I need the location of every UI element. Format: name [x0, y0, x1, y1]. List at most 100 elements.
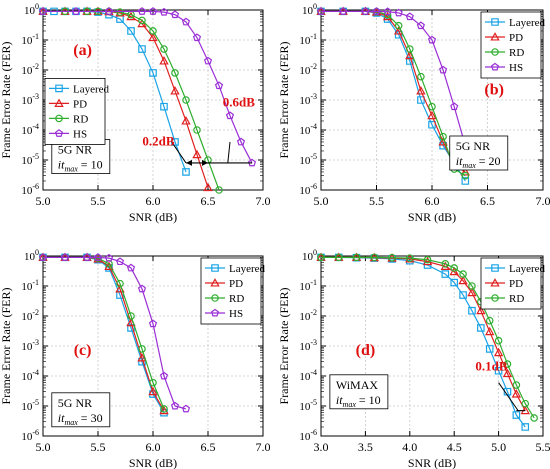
y-axis-label: Frame Error Rate (FER) — [0, 288, 13, 405]
y-tick-label: 10-2 — [21, 308, 39, 323]
data-point-rd — [494, 336, 503, 345]
data-point-hs — [159, 371, 169, 380]
data-point-pd — [467, 287, 477, 297]
legend: Layered PD RD HS — [480, 11, 546, 79]
x-tick-label: 6.5 — [201, 440, 216, 454]
x-tick-label: 5.5 — [91, 194, 106, 208]
data-point-rd — [441, 260, 450, 268]
data-point-hs — [339, 7, 348, 15]
legend-label-hs: HS — [229, 308, 243, 320]
chart-panel-2: 5.0 5.5 6.0 6.5 7.0 10-6 10-5 10-4 10-3 10-2 10-1 1… — [277, 2, 550, 224]
data-point-hs — [236, 137, 246, 146]
legend: Layered PD RD — [480, 257, 546, 310]
data-point-rd — [461, 171, 470, 180]
info-box — [329, 374, 389, 410]
data-point-rd — [215, 186, 223, 194]
data-point-layered — [441, 270, 450, 278]
data-point-pd — [511, 389, 522, 398]
y-tick-label: 10-3 — [21, 92, 39, 107]
data-point-layered — [521, 423, 530, 431]
legend-marker-rd — [491, 294, 499, 302]
x-axis-label: SNR (dB) — [129, 456, 177, 469]
data-point-pd — [422, 256, 433, 266]
data-point-rd — [127, 10, 135, 19]
data-point-hs — [316, 7, 326, 15]
y-tick-label: 10-6 — [21, 428, 39, 443]
legend: Layered PD RD HS — [200, 257, 266, 325]
annotation-pointer — [227, 141, 231, 163]
series-line-layered — [43, 256, 165, 413]
data-point-layered — [149, 69, 157, 77]
data-point-hs — [372, 7, 381, 15]
y-axis-label: Frame Error Rate (FER) — [0, 42, 13, 159]
legend-label-pd: PD — [509, 32, 523, 44]
data-point-hs — [82, 253, 92, 261]
x-tick-label: 5.0 — [36, 440, 51, 454]
data-point-rd — [423, 256, 432, 264]
x-tick-label: 6.0 — [146, 440, 161, 454]
data-point-rd — [459, 270, 467, 278]
legend-label-layered: Layered — [229, 263, 266, 275]
data-point-hs — [71, 7, 81, 15]
x-tick-label: 6.0 — [425, 194, 440, 208]
data-point-rd — [138, 345, 146, 353]
y-tick-label: 10-4 — [21, 368, 39, 383]
data-point-rd — [405, 45, 414, 53]
info-box-code: 5G NR — [456, 139, 490, 153]
data-point-hs — [450, 102, 459, 111]
info-box-iterations: itmax = 20 — [456, 154, 501, 170]
data-point-hs — [405, 12, 414, 21]
data-point-hs — [203, 56, 213, 65]
x-tick-label: 4.5 — [447, 440, 462, 454]
y-tick-label: 100 — [302, 248, 317, 263]
y-tick-label: 10-3 — [21, 338, 39, 353]
data-point-layered — [494, 366, 503, 375]
series-line-hs — [43, 10, 253, 164]
data-point-rd — [450, 264, 459, 272]
y-tick-label: 10-2 — [299, 308, 317, 323]
x-axis-label: SNR (dB) — [408, 210, 456, 224]
data-point-layered — [50, 7, 58, 16]
panel-label: (a) — [73, 42, 92, 59]
legend-label-layered: Layered — [509, 17, 546, 29]
legend-marker-layered — [55, 84, 63, 93]
legend-label-hs: HS — [73, 128, 87, 140]
data-point-pd — [502, 368, 513, 378]
y-tick-label: 10-1 — [21, 32, 39, 47]
y-tick-label: 10-4 — [299, 122, 317, 137]
x-tick-label: 5.5 — [369, 194, 384, 208]
data-point-hs — [104, 7, 114, 15]
data-point-pd — [192, 149, 202, 159]
data-point-layered — [417, 96, 425, 104]
y-tick-label: 10-4 — [21, 122, 39, 137]
data-point-pd — [137, 353, 147, 362]
panel-label: (c) — [74, 342, 92, 359]
data-point-hs — [181, 404, 191, 413]
panel-label: (d) — [356, 342, 376, 359]
x-tick-label: 3.5 — [358, 440, 373, 454]
data-point-pd — [148, 32, 158, 42]
y-tick-label: 10-5 — [21, 398, 39, 413]
x-tick-label: 7.0 — [256, 440, 271, 454]
info-box-code: 5G NR — [58, 143, 92, 157]
legend-marker-rd — [491, 48, 499, 56]
data-point-rd — [149, 27, 157, 35]
data-point-rd — [138, 16, 146, 25]
y-tick-label: 10-5 — [21, 152, 39, 167]
data-point-rd — [521, 399, 530, 408]
data-point-pd — [181, 116, 191, 125]
legend-label-pd: PD — [73, 98, 87, 110]
annotation-gap-0.2db: 0.2dB — [142, 134, 174, 149]
data-point-hs — [159, 7, 169, 16]
x-tick-label: 4.0 — [402, 440, 417, 454]
legend-marker-layered — [491, 264, 499, 272]
annotation-pointer — [498, 382, 519, 411]
data-point-hs — [361, 7, 370, 15]
series-line-layered — [321, 10, 466, 182]
info-box-code: 5G NR — [58, 396, 92, 410]
y-tick-label: 10-3 — [299, 338, 317, 353]
x-tick-label: 3.0 — [314, 440, 329, 454]
x-tick-label: 7.0 — [536, 194, 550, 208]
data-point-rd — [193, 126, 201, 134]
series-line-pd — [321, 10, 466, 173]
